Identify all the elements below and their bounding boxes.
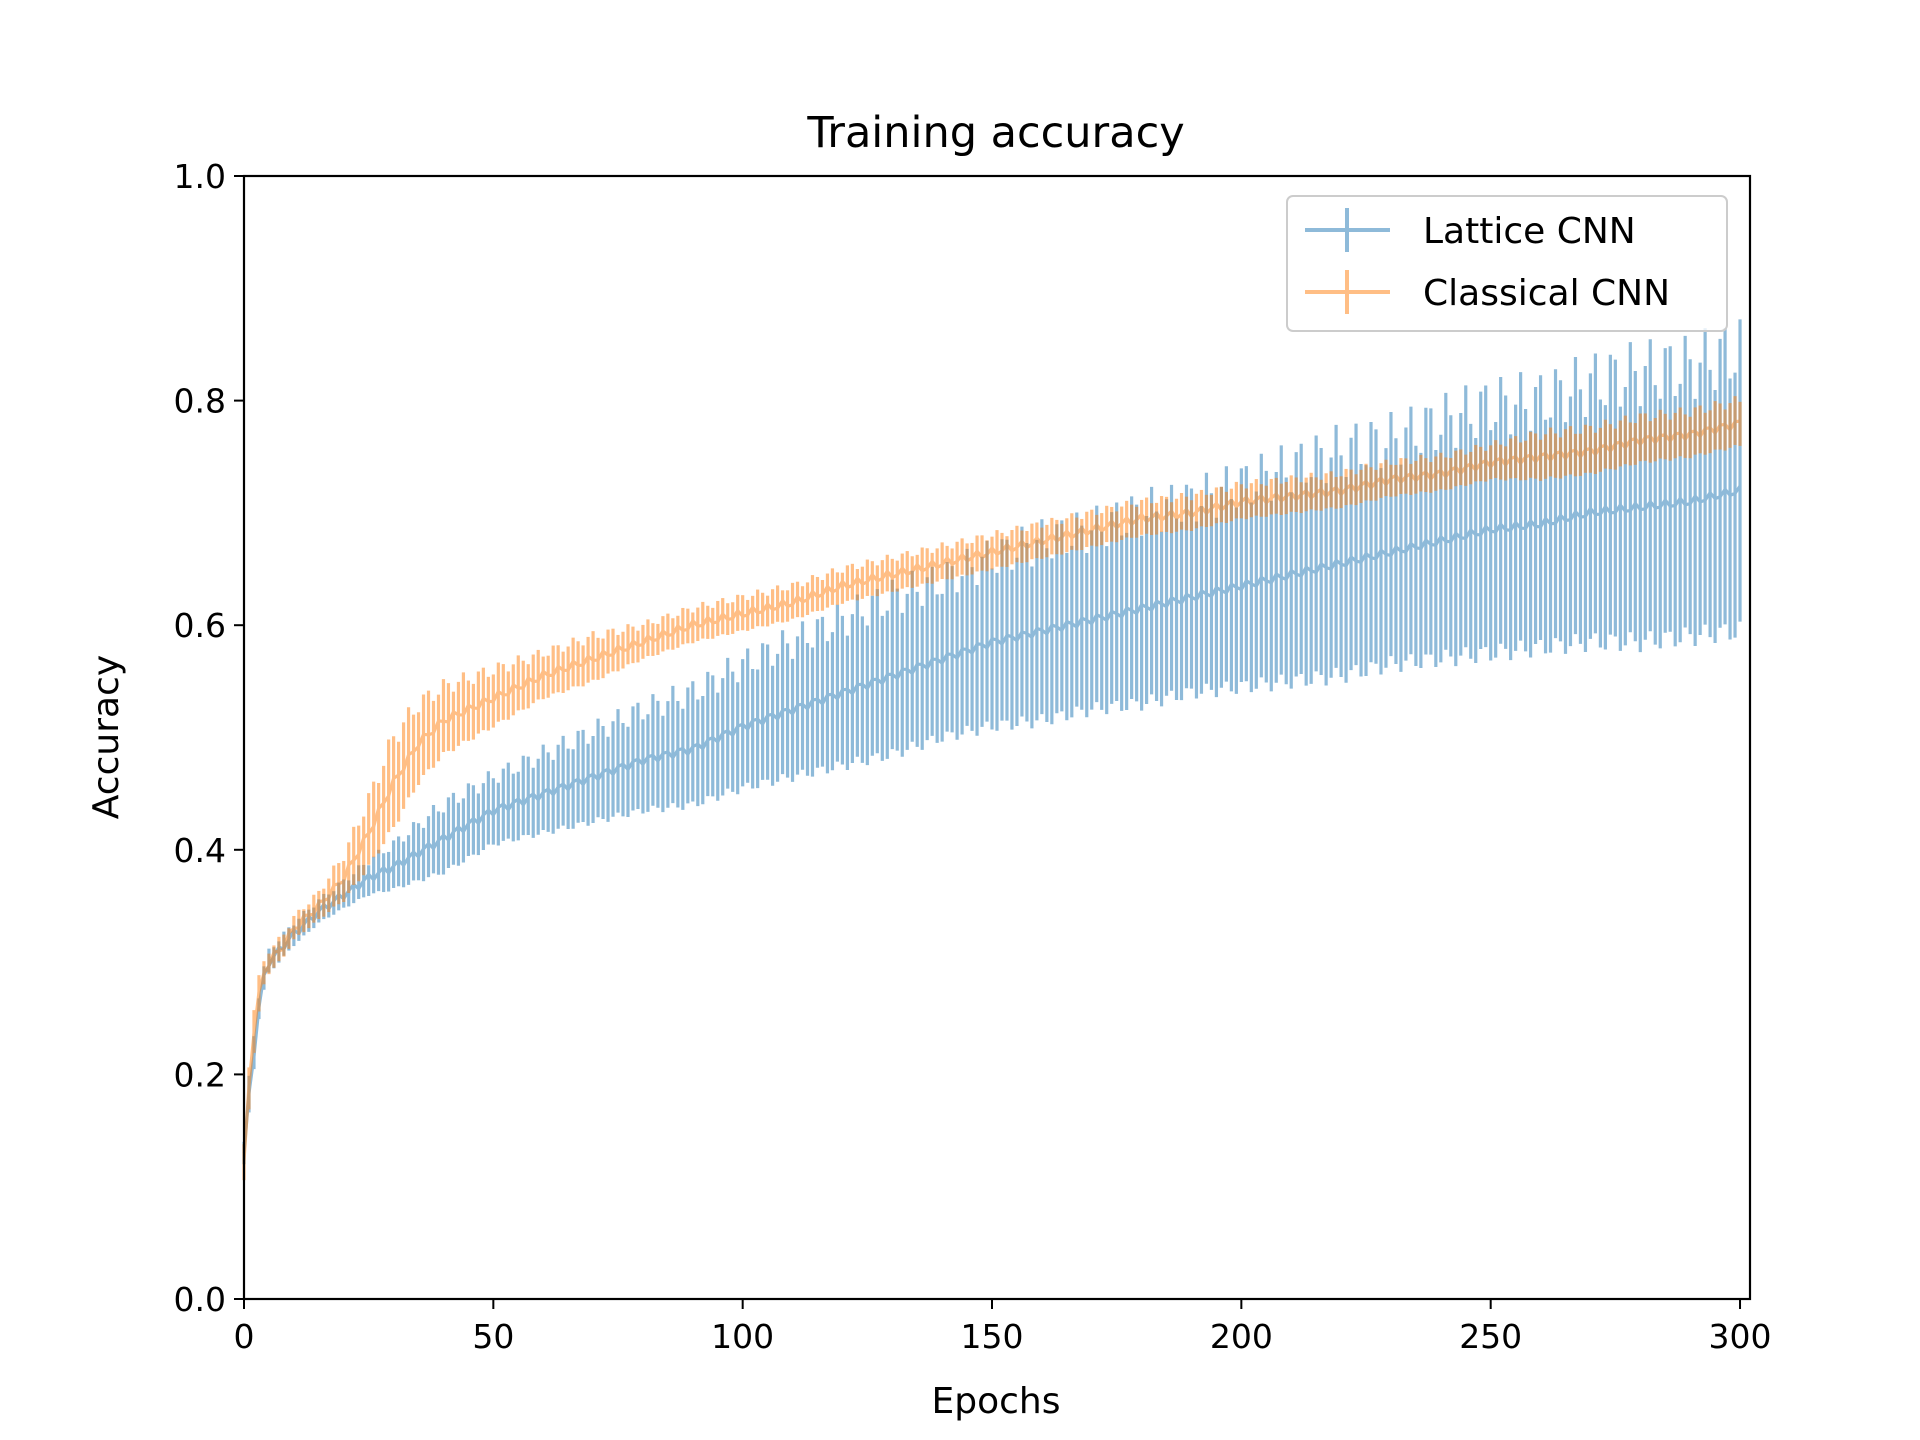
series-layer xyxy=(242,319,1742,1181)
series-classical-cnn xyxy=(242,396,1742,1181)
legend-label-classical-cnn: Classical CNN xyxy=(1423,273,1670,314)
x-tick-label: 0 xyxy=(234,1317,255,1356)
x-tick-label: 150 xyxy=(961,1317,1024,1356)
y-tick-label: 0.0 xyxy=(174,1280,226,1319)
y-tick-label: 0.8 xyxy=(174,382,226,421)
y-tick-label: 1.0 xyxy=(174,157,226,196)
legend-label-lattice-cnn: Lattice CNN xyxy=(1423,211,1636,252)
chart-title: Training accuracy xyxy=(806,108,1184,158)
x-tick-label: 200 xyxy=(1210,1317,1273,1356)
y-axis-label: Accuracy xyxy=(86,655,127,819)
series-lattice-cnn-line xyxy=(242,485,1742,1154)
legend-box xyxy=(1286,195,1728,332)
y-axis-ticks: 0.0 0.2 0.4 0.6 0.8 1.0 xyxy=(174,157,244,1319)
y-tick-label: 0.2 xyxy=(174,1055,226,1094)
series-lattice-cnn-error-bars xyxy=(242,319,1742,1165)
legend-swatch-classical-cnn xyxy=(1305,270,1390,314)
legend: Lattice CNN Classical CNN xyxy=(1286,195,1728,332)
y-tick-label: 0.6 xyxy=(174,606,226,645)
x-tick-label: 250 xyxy=(1459,1317,1522,1356)
x-tick-label: 50 xyxy=(472,1317,514,1356)
x-axis-label: Epochs xyxy=(932,1381,1061,1422)
legend-swatch-lattice-cnn xyxy=(1305,208,1390,252)
x-axis-ticks: 0 50 100 150 200 250 300 xyxy=(234,1299,1772,1356)
x-tick-label: 100 xyxy=(711,1317,774,1356)
x-tick-label: 300 xyxy=(1709,1317,1772,1356)
series-classical-cnn-line xyxy=(242,419,1741,1161)
series-lattice-cnn xyxy=(242,319,1742,1165)
y-tick-label: 0.4 xyxy=(174,831,226,870)
axes-frame xyxy=(242,174,1752,1301)
